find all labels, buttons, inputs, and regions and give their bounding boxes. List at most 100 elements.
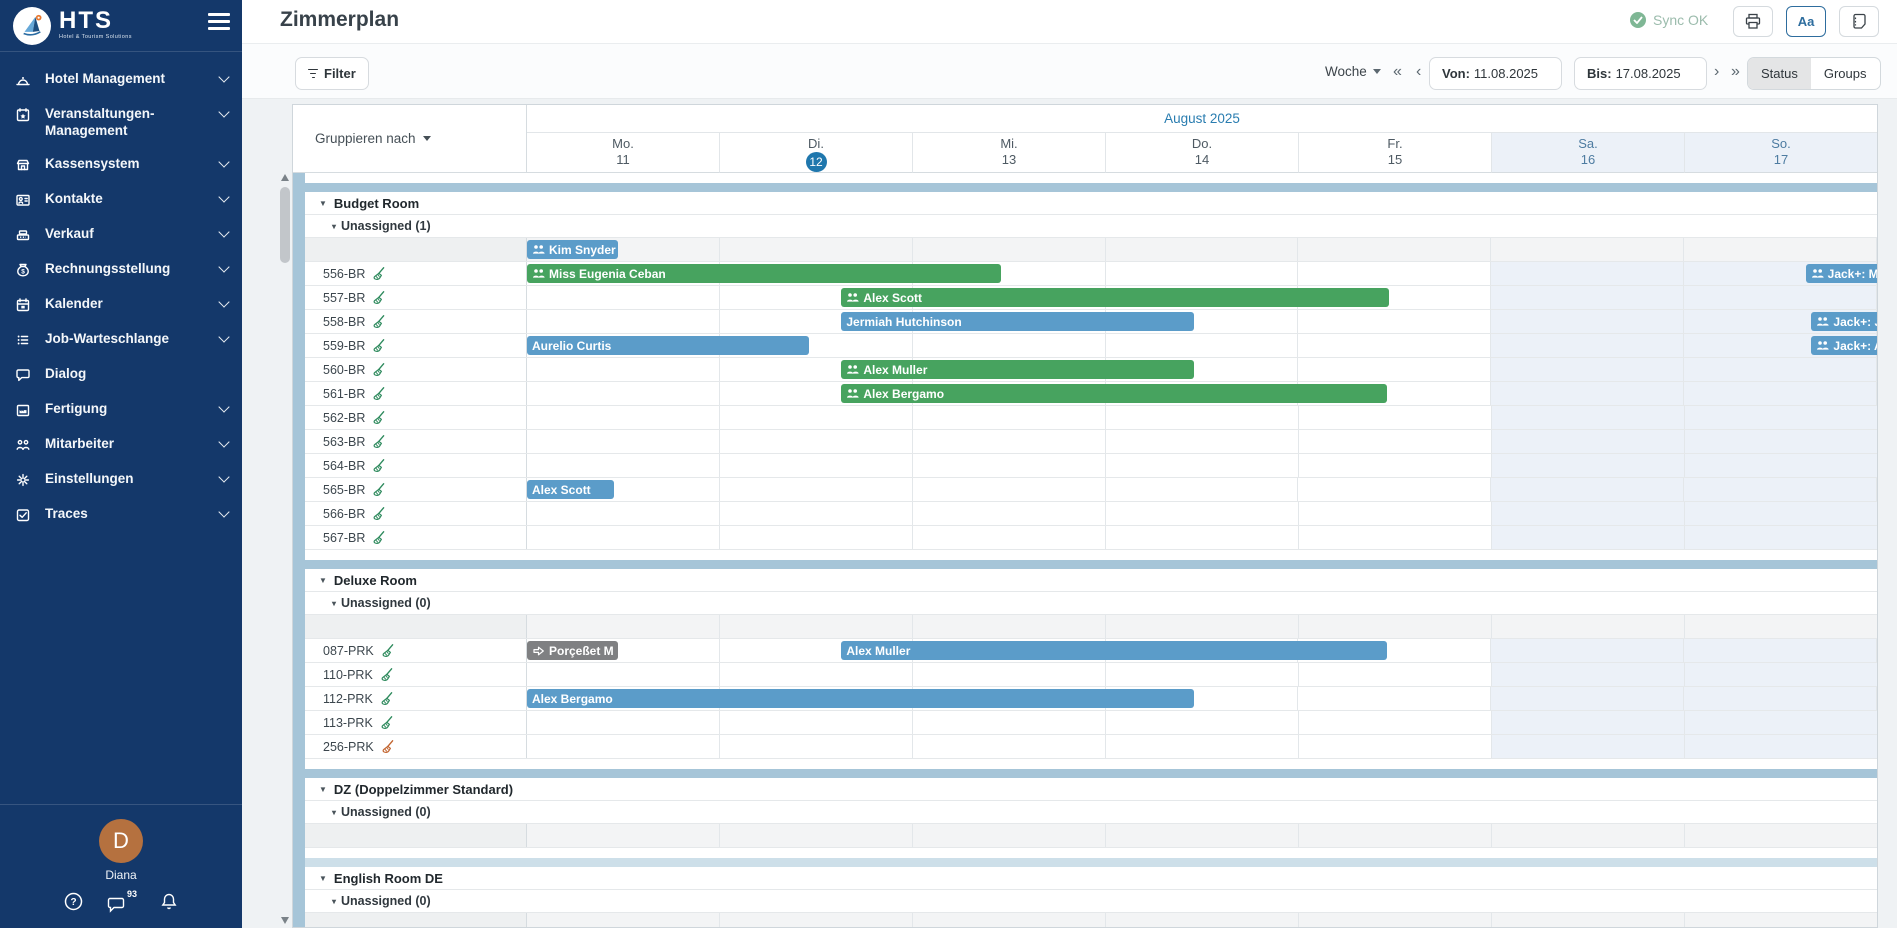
day-cell[interactable]: [913, 526, 1106, 549]
day-cell[interactable]: [720, 711, 913, 734]
day-header-sa[interactable]: Sa. 16: [1492, 133, 1685, 173]
housekeeping-icon[interactable]: [379, 691, 394, 706]
day-cell[interactable]: [1298, 639, 1492, 662]
group-header-row[interactable]: ▼ DZ (Doppelzimmer Standard): [305, 778, 1877, 801]
day-cell[interactable]: [1685, 526, 1877, 549]
day-cell[interactable]: [1106, 310, 1299, 333]
day-cell[interactable]: [1684, 639, 1877, 662]
day-cell[interactable]: [1491, 358, 1685, 381]
day-header-fr[interactable]: Fr. 15: [1299, 133, 1492, 173]
day-cell[interactable]: [527, 913, 720, 927]
nav-last-button[interactable]: »: [1731, 63, 1740, 80]
day-cell[interactable]: [1684, 358, 1877, 381]
day-cell[interactable]: [1685, 824, 1877, 847]
day-cell[interactable]: [1106, 502, 1299, 525]
menu-toggle-icon[interactable]: [208, 13, 230, 30]
day-cell[interactable]: [527, 663, 720, 686]
sidebar-item-mitarbeiter[interactable]: Mitarbeiter: [0, 427, 242, 462]
day-cell[interactable]: [913, 334, 1106, 357]
day-cell[interactable]: [720, 334, 913, 357]
group-header-row[interactable]: ▼ Deluxe Room: [305, 569, 1877, 592]
day-cell[interactable]: [913, 711, 1106, 734]
day-cell[interactable]: [527, 824, 720, 847]
day-cell[interactable]: [527, 358, 720, 381]
day-cell[interactable]: [1106, 824, 1299, 847]
print-button[interactable]: [1733, 6, 1773, 37]
nav-next-button[interactable]: ›: [1714, 63, 1720, 80]
booking-bar[interactable]: Porçeßet M: [527, 641, 618, 660]
day-cell[interactable]: [1299, 526, 1492, 549]
day-cell[interactable]: [1492, 430, 1685, 453]
day-cell[interactable]: [1106, 334, 1299, 357]
day-cell[interactable]: [1684, 687, 1877, 710]
housekeeping-icon[interactable]: [371, 314, 386, 329]
day-cell[interactable]: [913, 406, 1106, 429]
day-cell[interactable]: [720, 502, 913, 525]
group-by-dropdown[interactable]: Gruppieren nach: [293, 105, 527, 173]
group-header-row[interactable]: ▼ Budget Room: [305, 192, 1877, 215]
day-cell[interactable]: [1299, 913, 1492, 927]
unassigned-header-row[interactable]: ▾ Unassigned (0): [305, 890, 1877, 913]
day-cell[interactable]: [1105, 238, 1299, 261]
day-header-so[interactable]: So. 17: [1685, 133, 1877, 173]
chat-icon[interactable]: 93: [107, 889, 137, 913]
day-cell[interactable]: [1298, 382, 1492, 405]
day-cell[interactable]: [1299, 735, 1492, 758]
day-cell[interactable]: [720, 735, 913, 758]
housekeeping-icon[interactable]: [371, 386, 386, 401]
day-cell[interactable]: [1106, 454, 1299, 477]
sidebar-item-kalender[interactable]: Kalender: [0, 287, 242, 322]
housekeeping-icon[interactable]: [371, 434, 386, 449]
sidebar-item-veranstaltungen-management[interactable]: Veranstaltungen-Management: [0, 97, 242, 147]
day-cell[interactable]: [1685, 406, 1877, 429]
housekeeping-icon[interactable]: [371, 458, 386, 473]
day-cell[interactable]: [1685, 663, 1877, 686]
group-header-row[interactable]: ▼ English Room DE: [305, 867, 1877, 890]
sidebar-item-verkauf[interactable]: Verkauf: [0, 217, 242, 252]
day-header-di[interactable]: Di. 12: [720, 133, 913, 173]
day-cell[interactable]: [1299, 430, 1492, 453]
housekeeping-icon[interactable]: [371, 338, 386, 353]
day-cell[interactable]: [1106, 687, 1299, 710]
view-groups-button[interactable]: Groups: [1823, 66, 1867, 81]
booking-bar[interactable]: Alex Muller: [841, 360, 1195, 379]
day-cell[interactable]: [1298, 687, 1492, 710]
day-cell[interactable]: [1491, 238, 1685, 261]
day-cell[interactable]: [1299, 502, 1492, 525]
day-cell[interactable]: [1299, 615, 1492, 638]
day-cell[interactable]: [527, 310, 720, 333]
nav-first-button[interactable]: «: [1393, 63, 1402, 80]
booking-bar[interactable]: Jack+: M: [1805, 264, 1877, 283]
day-cell[interactable]: [1106, 478, 1299, 501]
unassigned-header-row[interactable]: ▾ Unassigned (0): [305, 592, 1877, 615]
day-header-mi[interactable]: Mi. 13: [913, 133, 1106, 173]
day-cell[interactable]: [1299, 406, 1492, 429]
day-cell[interactable]: [1685, 735, 1877, 758]
day-cell[interactable]: [527, 454, 720, 477]
day-cell[interactable]: [1299, 711, 1492, 734]
range-mode-dropdown[interactable]: Woche: [1325, 64, 1381, 79]
booking-bar[interactable]: Jack+: A: [1811, 336, 1877, 355]
booking-bar[interactable]: Alex Bergamo: [527, 689, 1195, 708]
day-cell[interactable]: [527, 639, 720, 662]
day-cell[interactable]: [1685, 430, 1877, 453]
day-cell[interactable]: [1106, 711, 1299, 734]
day-cell[interactable]: [1492, 526, 1685, 549]
day-cell[interactable]: [1298, 478, 1492, 501]
day-cell[interactable]: [913, 262, 1106, 285]
avatar[interactable]: D: [99, 819, 143, 863]
scroll-down-icon[interactable]: [281, 917, 289, 924]
day-cell[interactable]: [720, 430, 913, 453]
font-size-button[interactable]: Aa: [1786, 6, 1826, 37]
day-cell[interactable]: [1492, 711, 1685, 734]
day-cell[interactable]: [527, 735, 720, 758]
day-cell[interactable]: [913, 735, 1106, 758]
day-cell[interactable]: [1492, 735, 1685, 758]
day-cell[interactable]: [527, 502, 720, 525]
day-cell[interactable]: [720, 824, 913, 847]
day-cell[interactable]: [527, 478, 720, 501]
day-cell[interactable]: [527, 286, 720, 309]
day-cell[interactable]: [1685, 615, 1877, 638]
day-cell[interactable]: [720, 913, 913, 927]
day-cell[interactable]: [1492, 913, 1685, 927]
